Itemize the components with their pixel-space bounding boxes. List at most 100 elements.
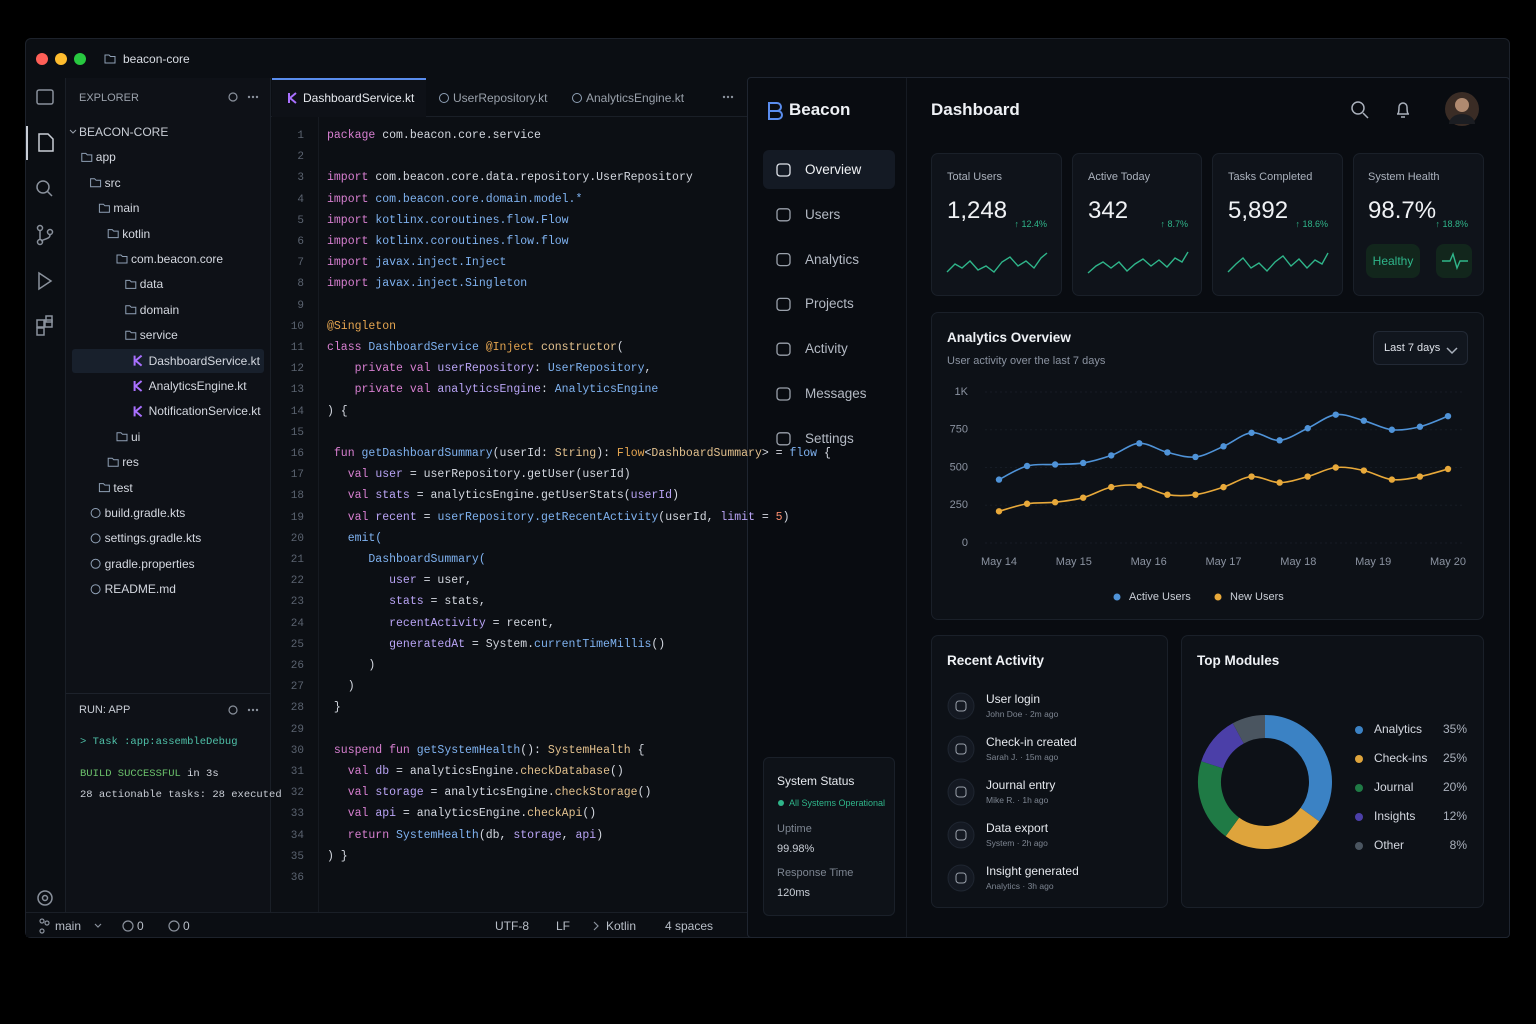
code-token: ) { bbox=[327, 404, 348, 418]
folder[interactable]: app bbox=[95, 150, 116, 165]
status-dot bbox=[778, 800, 784, 806]
x-tick-label: May 19 bbox=[1355, 556, 1391, 568]
folder[interactable]: domain bbox=[139, 302, 180, 317]
tab[interactable]: DashboardService.kt bbox=[303, 91, 415, 105]
line-number: 11 bbox=[290, 342, 304, 354]
code-line: fun getDashboardSummary(userId: String):… bbox=[327, 446, 831, 462]
code-line: DashboardSummary( bbox=[327, 552, 485, 568]
indent[interactable]: 4 spaces bbox=[665, 919, 714, 933]
nav-item[interactable]: Activity bbox=[805, 341, 848, 357]
file[interactable]: AnalyticsEngine.kt bbox=[148, 379, 247, 393]
language[interactable]: Kotlin bbox=[606, 919, 637, 933]
code-token: SystemHealth bbox=[396, 828, 479, 842]
tab[interactable]: AnalyticsEngine.kt bbox=[586, 91, 685, 105]
activity-glyph bbox=[955, 829, 967, 841]
code-token: generatedAt bbox=[327, 637, 466, 651]
folder-icon bbox=[107, 457, 119, 467]
dashboard-sidebar bbox=[748, 78, 907, 937]
file[interactable]: README.md bbox=[104, 582, 176, 597]
range-selector[interactable]: Last 7 days bbox=[1384, 342, 1441, 354]
nav-item[interactable]: Settings bbox=[805, 430, 854, 446]
code-line: import kotlinx.coroutines.flow.flow bbox=[327, 234, 569, 250]
code-token: String bbox=[554, 447, 597, 460]
stat-value: 342 bbox=[1088, 197, 1129, 224]
folder-icon bbox=[125, 330, 137, 340]
nav-item[interactable]: Projects bbox=[805, 296, 854, 312]
run-output: 28 actionable tasks: 28 executed bbox=[80, 787, 282, 803]
more-icons[interactable] bbox=[247, 95, 734, 712]
stat-label: Active Today bbox=[1088, 171, 1151, 183]
file[interactable]: NotificationService.kt bbox=[148, 404, 261, 419]
nav-icon bbox=[776, 432, 791, 446]
traffic-lights[interactable] bbox=[36, 53, 86, 65]
folder[interactable]: kotlin bbox=[122, 226, 151, 241]
file[interactable]: settings.gradle.kts bbox=[104, 531, 202, 546]
window-title: beacon-core bbox=[123, 52, 190, 66]
folder[interactable]: main bbox=[113, 201, 140, 216]
folder[interactable]: test bbox=[113, 480, 133, 495]
code-token: AnalyticsEngine bbox=[554, 383, 659, 397]
kotlin-icon bbox=[133, 354, 143, 367]
donut-segment bbox=[1264, 715, 1332, 822]
code-line: val user = userRepository.getUser(userId… bbox=[327, 467, 631, 483]
nav-item[interactable]: Messages bbox=[805, 386, 867, 401]
point bbox=[1360, 417, 1368, 424]
line-number: 10 bbox=[290, 320, 304, 333]
response-label: Response Time bbox=[777, 867, 854, 879]
point bbox=[1023, 500, 1031, 507]
folder-icon bbox=[104, 54, 116, 64]
file[interactable]: build.gradle.kts bbox=[104, 506, 186, 520]
activity-icons[interactable] bbox=[36, 89, 54, 906]
encoding[interactable]: UTF-8 bbox=[495, 919, 529, 933]
point bbox=[1360, 467, 1368, 474]
chevron bbox=[69, 129, 77, 134]
folder[interactable]: ui bbox=[131, 429, 141, 444]
selected-row[interactable] bbox=[72, 348, 264, 373]
point bbox=[1444, 412, 1452, 420]
header-icons[interactable] bbox=[1351, 101, 1458, 355]
stat-value: 98.7% bbox=[1368, 197, 1437, 224]
code-token: api bbox=[575, 828, 597, 842]
file-icon bbox=[90, 533, 101, 544]
point bbox=[1192, 491, 1199, 498]
code-token: user bbox=[327, 574, 417, 588]
activity-meta: Analytics · 3h ago bbox=[986, 881, 1054, 891]
folder[interactable]: BEACON-CORE bbox=[79, 125, 169, 139]
value-label: 25% bbox=[1443, 751, 1467, 765]
folder-icon bbox=[116, 254, 128, 264]
code-token: = analyticsEngine. bbox=[423, 786, 555, 800]
point bbox=[1416, 423, 1424, 430]
folder[interactable]: res bbox=[122, 455, 139, 470]
response: 120ms bbox=[777, 887, 811, 899]
nav-item[interactable]: Users bbox=[805, 206, 841, 222]
code-token: import bbox=[327, 171, 376, 185]
activity-glyph bbox=[955, 872, 967, 884]
active-tab[interactable] bbox=[272, 78, 426, 117]
nav-item[interactable]: Analytics bbox=[805, 251, 860, 267]
folder[interactable]: com.beacon.core bbox=[131, 252, 224, 266]
folder[interactable]: src bbox=[104, 175, 121, 190]
eol[interactable]: LF bbox=[556, 919, 571, 933]
stat-change: ↑ 8.7% bbox=[1160, 219, 1188, 229]
panel-icons[interactable] bbox=[228, 92, 238, 715]
folder[interactable]: data bbox=[139, 277, 164, 292]
donut-segment bbox=[1232, 715, 1266, 744]
range-dropdown[interactable] bbox=[1373, 331, 1468, 365]
nav-icon bbox=[776, 163, 791, 177]
editor bbox=[271, 117, 747, 912]
line-number: 13 bbox=[290, 384, 304, 397]
line-number: 3 bbox=[297, 172, 304, 185]
point bbox=[1164, 491, 1171, 498]
file[interactable]: gradle.properties bbox=[104, 556, 195, 571]
folder[interactable]: service bbox=[139, 328, 178, 343]
tab[interactable]: UserRepository.kt bbox=[453, 91, 548, 105]
output-token: 28 actionable tasks: 28 executed bbox=[80, 789, 282, 801]
nav-item[interactable]: Overview bbox=[805, 162, 862, 177]
point bbox=[1079, 459, 1087, 467]
code-token: ): bbox=[596, 447, 617, 460]
file[interactable]: DashboardService.kt bbox=[148, 353, 260, 368]
branch[interactable]: main bbox=[55, 919, 82, 933]
nav-active[interactable] bbox=[763, 150, 895, 189]
run-panel bbox=[66, 693, 271, 912]
